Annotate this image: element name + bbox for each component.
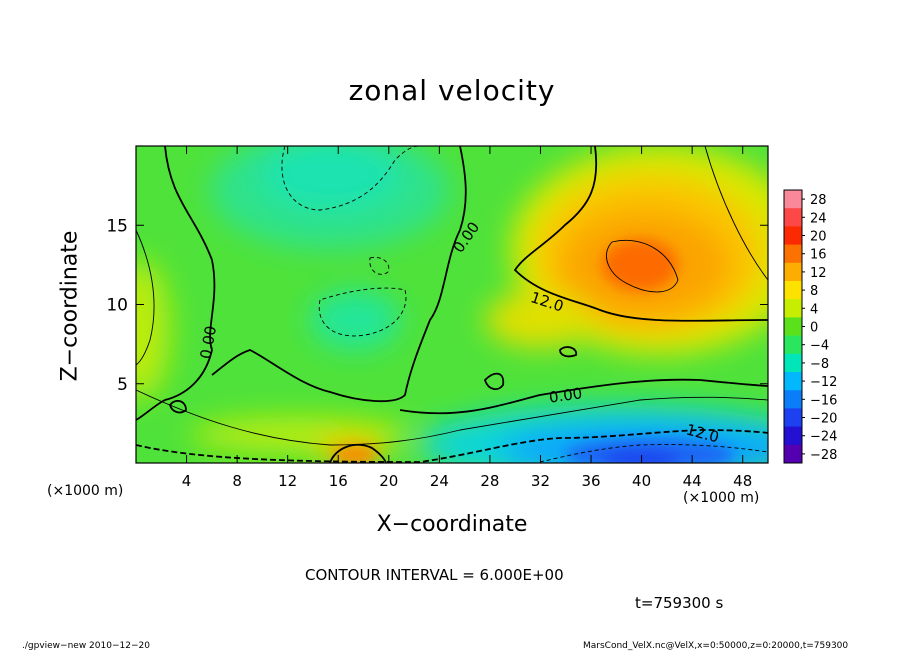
colorbar-swatch-12 [784, 408, 802, 428]
x-tick-label-11: 48 [733, 472, 752, 490]
colorbar-swatch-2 [784, 226, 802, 246]
y-tick-label-0: 5 [117, 375, 128, 395]
contour-high [606, 239, 679, 293]
contour-lines [136, 146, 768, 463]
colorbar-swatch-10 [784, 372, 802, 391]
colorbar-swatch-3 [784, 244, 802, 264]
x-unit-right: (×1000 m) [683, 490, 760, 506]
contour-label-2: 0.00 [548, 384, 584, 406]
x-tick-label-10: 44 [683, 472, 702, 490]
colorbar-swatch-11 [784, 390, 802, 409]
colorbar-label-1: 24 [810, 211, 827, 226]
x-tick-label-2: 12 [278, 472, 297, 490]
colorbar-swatch-13 [784, 426, 802, 446]
x-axis-label: X−coordinate [376, 512, 528, 537]
colorbar-swatch-8 [784, 335, 802, 355]
colorbar-swatch-6 [784, 299, 802, 318]
x-tick-label-6: 28 [480, 472, 499, 490]
x-axis: 4 8 12 16 20 24 28 32 36 40 44 48 [182, 146, 752, 490]
contour-right-thin [704, 146, 768, 281]
contour-negative-upper [281, 146, 421, 211]
colorbar-swatch-5 [784, 281, 802, 300]
colorbar-label-0: 28 [810, 193, 827, 208]
x-tick-label-7: 32 [531, 472, 550, 490]
contour-label-group-4: 0.00 [197, 324, 221, 360]
time-label: t=759300 s [635, 594, 724, 612]
colorbar-label-13: −24 [810, 430, 837, 445]
y-tick-label-1: 10 [106, 296, 128, 316]
colorbar-label-6: 4 [810, 302, 818, 317]
colorbar-label-3: 16 [810, 248, 827, 263]
colorbar-swatch-14 [784, 444, 802, 464]
colorbar-swatch-0 [784, 190, 802, 209]
y-axis-label: Z−coordinate [57, 230, 83, 382]
contour-zero-lower [399, 378, 768, 415]
y-tick-label-2: 15 [106, 216, 128, 236]
y-axis: 5 10 15 [106, 216, 768, 395]
x-tick-label-4: 20 [379, 472, 398, 490]
x-tick-label-9: 40 [632, 472, 651, 490]
colorbar-label-5: 8 [810, 284, 818, 299]
x-tick-label-8: 36 [581, 472, 600, 490]
footer-right: MarsCond_VelX.nc@VelX,x=0:50000,z=0:2000… [583, 641, 849, 651]
contour-loop-1 [169, 399, 187, 414]
colorbar-label-4: 12 [810, 266, 827, 281]
colorbar-swatch-4 [784, 262, 802, 282]
x-tick-label-0: 4 [182, 472, 192, 490]
x-tick-label-3: 16 [329, 472, 348, 490]
colorbar-swatch-9 [784, 353, 802, 373]
contour-negative-small [369, 256, 390, 275]
colorbar-label-14: −28 [810, 448, 837, 463]
contour-zero-middle [211, 146, 467, 403]
colorbar-swatch-1 [784, 208, 802, 227]
contour-negative-lower [136, 429, 768, 463]
colorbar-label-11: −16 [810, 393, 837, 408]
x-unit-left: (×1000 m) [47, 483, 124, 499]
chart-title: zonal velocity [348, 74, 556, 107]
colorbar-label-8: −4 [810, 339, 829, 354]
colorbar-label-7: 0 [810, 321, 818, 336]
colorbar-label-2: 20 [810, 230, 827, 245]
contour-lower-thin [136, 389, 768, 446]
contour-loop-3 [483, 372, 505, 391]
x-tick-label-5: 24 [430, 472, 449, 490]
contour-label-4: 0.00 [197, 324, 221, 360]
x-tick-label-1: 8 [232, 472, 242, 490]
contour-interval-label: CONTOUR INTERVAL = 6.000E+00 [305, 566, 564, 584]
colorbar: 28 24 20 16 12 8 4 0 −4 −8 −12 −16 −20 −24 −28 [783, 189, 837, 464]
colorbar-label-12: −20 [810, 412, 837, 427]
footer-left: ./gpview−new 2010−12−20 [22, 641, 150, 651]
contour-zero-left [136, 146, 216, 421]
contour-left-thin [136, 229, 155, 366]
colorbar-swatch-7 [784, 317, 802, 337]
colorbar-label-9: −8 [810, 357, 829, 372]
contour-label-group-2: 0.00 [548, 384, 584, 406]
contour-warm-blob [329, 443, 387, 463]
contour-loop-2 [559, 346, 578, 358]
colorbar-label-10: −12 [810, 375, 837, 390]
contour-zero-right [513, 146, 768, 322]
contour-negative-bottom [539, 444, 768, 463]
